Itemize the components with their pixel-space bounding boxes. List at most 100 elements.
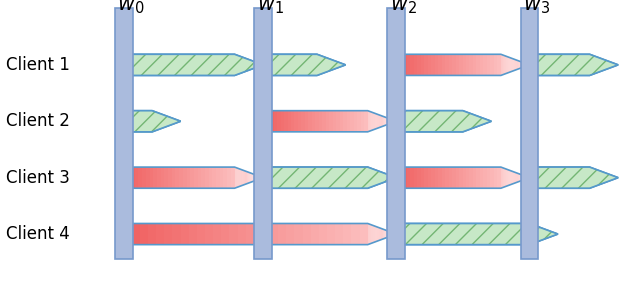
Polygon shape: [403, 54, 407, 76]
Polygon shape: [529, 54, 618, 76]
Polygon shape: [375, 114, 376, 129]
Polygon shape: [221, 223, 230, 244]
Polygon shape: [511, 171, 512, 184]
Polygon shape: [473, 54, 477, 76]
Polygon shape: [372, 225, 373, 243]
Polygon shape: [516, 173, 517, 183]
Polygon shape: [396, 223, 558, 244]
Polygon shape: [335, 223, 344, 244]
Polygon shape: [503, 168, 505, 187]
Polygon shape: [370, 224, 372, 244]
Text: Client 3: Client 3: [6, 169, 70, 187]
Polygon shape: [240, 169, 241, 186]
Polygon shape: [383, 116, 384, 126]
Polygon shape: [256, 175, 257, 180]
Polygon shape: [263, 167, 396, 188]
Polygon shape: [374, 226, 375, 242]
Polygon shape: [385, 117, 387, 125]
Polygon shape: [350, 111, 354, 132]
Polygon shape: [469, 54, 473, 76]
Polygon shape: [515, 172, 516, 183]
Polygon shape: [487, 54, 491, 76]
Polygon shape: [351, 223, 359, 244]
Polygon shape: [181, 223, 189, 244]
Polygon shape: [364, 111, 368, 132]
Polygon shape: [347, 111, 350, 132]
Polygon shape: [477, 167, 480, 188]
Polygon shape: [198, 167, 202, 188]
Polygon shape: [449, 167, 452, 188]
Polygon shape: [512, 171, 513, 184]
Polygon shape: [515, 60, 516, 70]
Polygon shape: [525, 176, 526, 179]
Polygon shape: [179, 167, 183, 188]
Polygon shape: [387, 231, 389, 237]
Polygon shape: [394, 121, 396, 122]
Polygon shape: [501, 168, 503, 188]
Polygon shape: [262, 223, 270, 244]
Polygon shape: [380, 115, 381, 127]
Polygon shape: [445, 54, 449, 76]
Polygon shape: [389, 119, 391, 124]
Polygon shape: [127, 167, 131, 188]
Polygon shape: [302, 111, 305, 132]
Polygon shape: [526, 177, 527, 179]
Polygon shape: [263, 167, 396, 188]
Polygon shape: [469, 167, 473, 188]
Polygon shape: [528, 177, 529, 178]
Polygon shape: [245, 171, 246, 184]
Polygon shape: [399, 54, 403, 76]
Polygon shape: [257, 175, 258, 180]
Polygon shape: [413, 54, 417, 76]
Polygon shape: [376, 227, 377, 241]
Polygon shape: [270, 223, 278, 244]
Polygon shape: [459, 167, 462, 188]
Polygon shape: [308, 111, 312, 132]
Polygon shape: [396, 111, 491, 132]
Polygon shape: [382, 229, 383, 239]
Polygon shape: [526, 64, 527, 66]
Polygon shape: [224, 167, 227, 188]
Polygon shape: [124, 54, 263, 76]
Polygon shape: [529, 167, 618, 188]
Polygon shape: [497, 167, 501, 188]
Polygon shape: [455, 54, 459, 76]
Polygon shape: [146, 167, 150, 188]
Polygon shape: [520, 174, 521, 181]
Polygon shape: [452, 167, 455, 188]
Polygon shape: [459, 54, 462, 76]
Polygon shape: [507, 169, 508, 186]
Polygon shape: [431, 167, 434, 188]
Text: $w_3$: $w_3$: [523, 0, 550, 16]
Polygon shape: [421, 54, 424, 76]
Polygon shape: [383, 229, 384, 239]
Polygon shape: [183, 167, 186, 188]
Polygon shape: [466, 167, 469, 188]
Polygon shape: [344, 223, 351, 244]
Polygon shape: [326, 111, 330, 132]
Polygon shape: [483, 54, 487, 76]
Polygon shape: [497, 54, 501, 76]
Polygon shape: [260, 177, 261, 179]
Polygon shape: [382, 116, 383, 127]
Polygon shape: [527, 64, 528, 65]
Polygon shape: [507, 57, 508, 73]
Polygon shape: [385, 230, 387, 238]
Polygon shape: [501, 55, 503, 75]
Polygon shape: [509, 170, 510, 185]
Polygon shape: [344, 111, 347, 132]
Polygon shape: [466, 54, 469, 76]
Polygon shape: [417, 167, 421, 188]
Polygon shape: [511, 58, 512, 72]
Polygon shape: [373, 226, 374, 243]
Polygon shape: [518, 61, 519, 69]
Polygon shape: [394, 233, 396, 235]
Polygon shape: [494, 167, 497, 188]
Polygon shape: [284, 111, 287, 132]
Polygon shape: [273, 111, 277, 132]
Polygon shape: [376, 114, 377, 129]
Polygon shape: [377, 227, 378, 241]
Polygon shape: [252, 174, 254, 182]
Polygon shape: [246, 171, 247, 184]
Polygon shape: [424, 54, 427, 76]
